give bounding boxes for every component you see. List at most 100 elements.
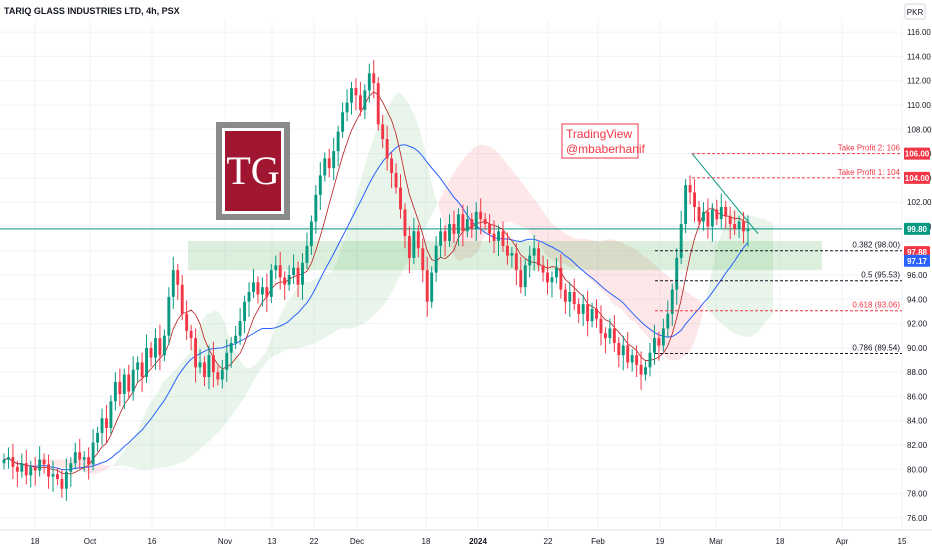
candle-body <box>372 73 376 84</box>
candle-body <box>265 287 269 297</box>
candle-body <box>314 194 318 222</box>
candle-body <box>91 442 95 465</box>
candle-body <box>626 345 630 363</box>
cloud-segment <box>233 349 239 413</box>
candle-body <box>2 459 6 464</box>
level-label: 0.786 (89.54) <box>852 343 900 352</box>
baseline-line <box>3 144 749 471</box>
cloud-segment <box>590 239 595 284</box>
cloud-segment <box>331 263 337 334</box>
candle-body <box>603 333 607 339</box>
cloud-segment <box>60 459 65 468</box>
cloud-segment <box>171 368 177 466</box>
y-tick-label: 116.00 <box>907 28 931 37</box>
x-tick-label: Mar <box>709 537 723 546</box>
y-tick-label: 82.00 <box>907 441 928 450</box>
cloud-segment <box>167 373 172 468</box>
candle-body <box>274 265 278 271</box>
cloud-segment <box>501 156 506 224</box>
currency-label: PKR <box>907 8 924 17</box>
cloud-segment <box>652 262 658 347</box>
time-axis[interactable]: 18 Oct 16 Nov 13 22 Dec 18 2024 22 Feb 19 Mar 18 Apr 15 <box>0 529 932 546</box>
candle-body <box>38 459 42 471</box>
cloud-segment <box>612 239 618 307</box>
cloud-segment <box>363 156 368 324</box>
cloud-segment <box>536 202 542 248</box>
cloud-segment <box>674 281 680 361</box>
cloud-segment <box>425 153 430 228</box>
candle-body <box>644 367 647 375</box>
candle-body <box>140 362 144 377</box>
candle-body <box>60 479 64 489</box>
candle-body <box>452 224 456 234</box>
cloud-segment <box>643 255 649 338</box>
candle-body <box>381 124 385 139</box>
cloud-segment <box>443 183 448 235</box>
cloud-segment <box>710 255 716 318</box>
candle-body <box>180 284 184 314</box>
candle-body <box>412 231 416 258</box>
cloud-segment <box>692 296 698 346</box>
cloud-segment <box>679 285 684 360</box>
cloud-segment <box>728 209 733 333</box>
candle-body <box>154 338 157 358</box>
cloud-segment <box>617 240 622 309</box>
cloud-segment <box>634 249 640 328</box>
candle-body <box>617 343 621 356</box>
cloud-segment <box>697 299 702 334</box>
cloud-segment <box>158 382 163 468</box>
x-tick-label: 22 <box>544 537 553 546</box>
candle-body <box>492 233 496 241</box>
cloud-segment <box>247 366 252 393</box>
candle-body <box>149 347 153 358</box>
cloud-segment <box>599 240 604 293</box>
candle-body <box>167 296 171 336</box>
candle-body <box>501 231 505 246</box>
candle-body <box>33 466 37 471</box>
candle-body <box>341 112 345 132</box>
cloud-segment <box>354 187 359 328</box>
x-tick-label: 18 <box>776 537 785 546</box>
candle-body <box>287 275 291 285</box>
candle-body <box>675 258 679 290</box>
candle-body <box>532 248 536 256</box>
cloud-segment <box>737 207 742 337</box>
y-tick-label: 92.00 <box>907 320 928 329</box>
candle-body <box>403 209 407 237</box>
candle-body <box>630 355 634 363</box>
cloud-segment <box>465 152 471 259</box>
candle-body <box>20 463 24 472</box>
candle-body <box>47 464 50 477</box>
candle-body <box>652 338 656 353</box>
cloud-segment <box>630 246 635 322</box>
cloud-segment <box>100 463 105 473</box>
cloud-segment <box>282 302 288 352</box>
candle-body <box>746 228 750 232</box>
candle-body <box>256 282 260 295</box>
price-tag-box <box>904 254 930 267</box>
author-watermark: TradingView @mbaberhanif <box>561 123 646 159</box>
cloud-segment <box>376 121 381 313</box>
cloud-segment <box>104 465 110 470</box>
candle-body <box>243 301 247 322</box>
candle-body <box>145 347 149 377</box>
candle-body <box>434 245 438 273</box>
cloud-segment <box>706 277 711 313</box>
y-tick-label: 112.00 <box>907 77 931 86</box>
grid <box>0 20 903 530</box>
candle-body <box>648 352 652 368</box>
cloud-segment <box>407 102 413 262</box>
ichimoku-clouds <box>29 91 773 474</box>
candle-body <box>198 362 202 368</box>
candle-body <box>465 219 469 232</box>
candle-body <box>122 374 126 394</box>
currency-badge[interactable] <box>904 3 926 20</box>
cloud-segment <box>149 398 154 470</box>
level-label: Take Profit 1: 104 <box>838 168 901 177</box>
cloud-segment <box>576 238 582 268</box>
cloud-segment <box>603 239 609 297</box>
cloud-segment <box>550 221 555 262</box>
candle-body <box>100 418 104 433</box>
